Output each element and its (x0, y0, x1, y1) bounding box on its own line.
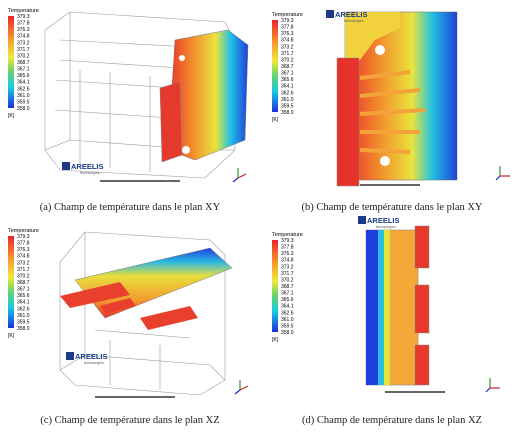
logo-badge (326, 10, 334, 18)
panel-c (60, 232, 248, 397)
legend-label: 364.1 (281, 304, 294, 310)
legend-label: 359.5 (281, 323, 294, 329)
legend-label: 377.8 (17, 21, 30, 27)
legend-label: 374.8 (281, 38, 294, 44)
legend-label: 377.8 (281, 25, 294, 31)
legend-label: 371.7 (17, 267, 30, 273)
panel-a (45, 12, 248, 182)
legend-label: 373.2 (281, 264, 294, 270)
legend-label: 361.0 (17, 313, 30, 319)
legend-label: 368.7 (17, 280, 30, 286)
legend-label: 370.2 (17, 273, 30, 279)
legend-label: 370.2 (281, 277, 294, 283)
legend-label: 377.8 (281, 245, 294, 251)
legend-label: 368.7 (281, 64, 294, 70)
logo-name: AREELIS (367, 216, 400, 225)
legend-label: 361.0 (17, 93, 30, 99)
legend-label: 365.6 (281, 77, 294, 83)
logo-name: AREELIS (75, 352, 108, 361)
legend-label: 367.1 (281, 71, 294, 77)
legend-label: 373.2 (17, 260, 30, 266)
legend-label: 365.6 (281, 297, 294, 303)
legend-label: 361.0 (281, 317, 294, 323)
legend-label: 365.6 (17, 293, 30, 299)
legend-unit: [K] (8, 113, 15, 119)
logo-tagline: technologies (344, 19, 364, 23)
color-bar (272, 20, 278, 112)
legend-label: 362.6 (17, 86, 30, 92)
legend-label: 371.7 (17, 47, 30, 53)
color-bar (8, 16, 14, 108)
logo-badge (62, 162, 70, 170)
caption: (d) Champ de température dans le plan XZ (302, 415, 482, 426)
legend-label: 379.3 (17, 234, 30, 240)
legend-label: 364.1 (281, 84, 294, 90)
legend-label: 364.1 (17, 300, 30, 306)
legend-label: 376.3 (17, 247, 30, 253)
legend-label: 368.7 (281, 284, 294, 290)
color-bar (8, 236, 14, 328)
legend-unit: [K] (8, 333, 15, 339)
logo-name: AREELIS (71, 162, 104, 171)
logo-badge (66, 352, 74, 360)
panel-d (366, 226, 500, 392)
caption: (a) Champ de température dans le plan XY (40, 202, 221, 213)
legend-label: 373.2 (281, 44, 294, 50)
legend-unit: [K] (272, 117, 279, 123)
legend-label: 365.6 (17, 73, 30, 79)
legend-label: 376.3 (17, 27, 30, 33)
legend-label: 359.5 (17, 319, 30, 325)
legend-label: 359.5 (17, 99, 30, 105)
figure: (a) Champ de température dans le plan XY… (0, 0, 526, 433)
legend-label: 364.1 (17, 80, 30, 86)
legend-label: 379.3 (17, 14, 30, 20)
legend-label: 376.3 (281, 31, 294, 37)
legend-label: 377.8 (17, 241, 30, 247)
legend-label: 371.7 (281, 51, 294, 57)
legend-label: 374.8 (17, 34, 30, 40)
legend-label: 373.2 (17, 40, 30, 46)
logo-name: AREELIS (335, 10, 368, 19)
caption: (b) Champ de température dans le plan XY (301, 202, 482, 213)
legend-label: 370.2 (281, 57, 294, 63)
logo-tagline: technologies (80, 171, 100, 175)
legend-label: 358.0 (281, 330, 294, 336)
legend-label: 367.1 (17, 67, 30, 73)
legend-label: 367.1 (17, 287, 30, 293)
logo-tagline: technologies (84, 361, 104, 365)
legend-label: 361.0 (281, 97, 294, 103)
panel-b (337, 12, 510, 186)
legend-label: 379.3 (281, 238, 294, 244)
legend-label: 371.7 (281, 271, 294, 277)
caption: (c) Champ de température dans le plan XZ (40, 415, 219, 426)
legend-label: 374.8 (17, 254, 30, 260)
legend-label: 358.0 (281, 110, 294, 116)
legend-label: 370.2 (17, 53, 30, 59)
legend-label: 358.0 (17, 326, 30, 332)
legend-label: 362.6 (17, 306, 30, 312)
legend-label: 359.5 (281, 103, 294, 109)
legend-label: 362.6 (281, 310, 294, 316)
color-bar (272, 240, 278, 332)
legend-label: 362.6 (281, 90, 294, 96)
logo-badge (358, 216, 366, 224)
legend-label: 367.1 (281, 291, 294, 297)
legend-label: 376.3 (281, 251, 294, 257)
legend-unit: [K] (272, 337, 279, 343)
logo-tagline: technologies (376, 225, 396, 229)
legend-label: 368.7 (17, 60, 30, 66)
legend-label: 374.8 (281, 258, 294, 264)
legend-label: 358.0 (17, 106, 30, 112)
legend-label: 379.3 (281, 18, 294, 24)
